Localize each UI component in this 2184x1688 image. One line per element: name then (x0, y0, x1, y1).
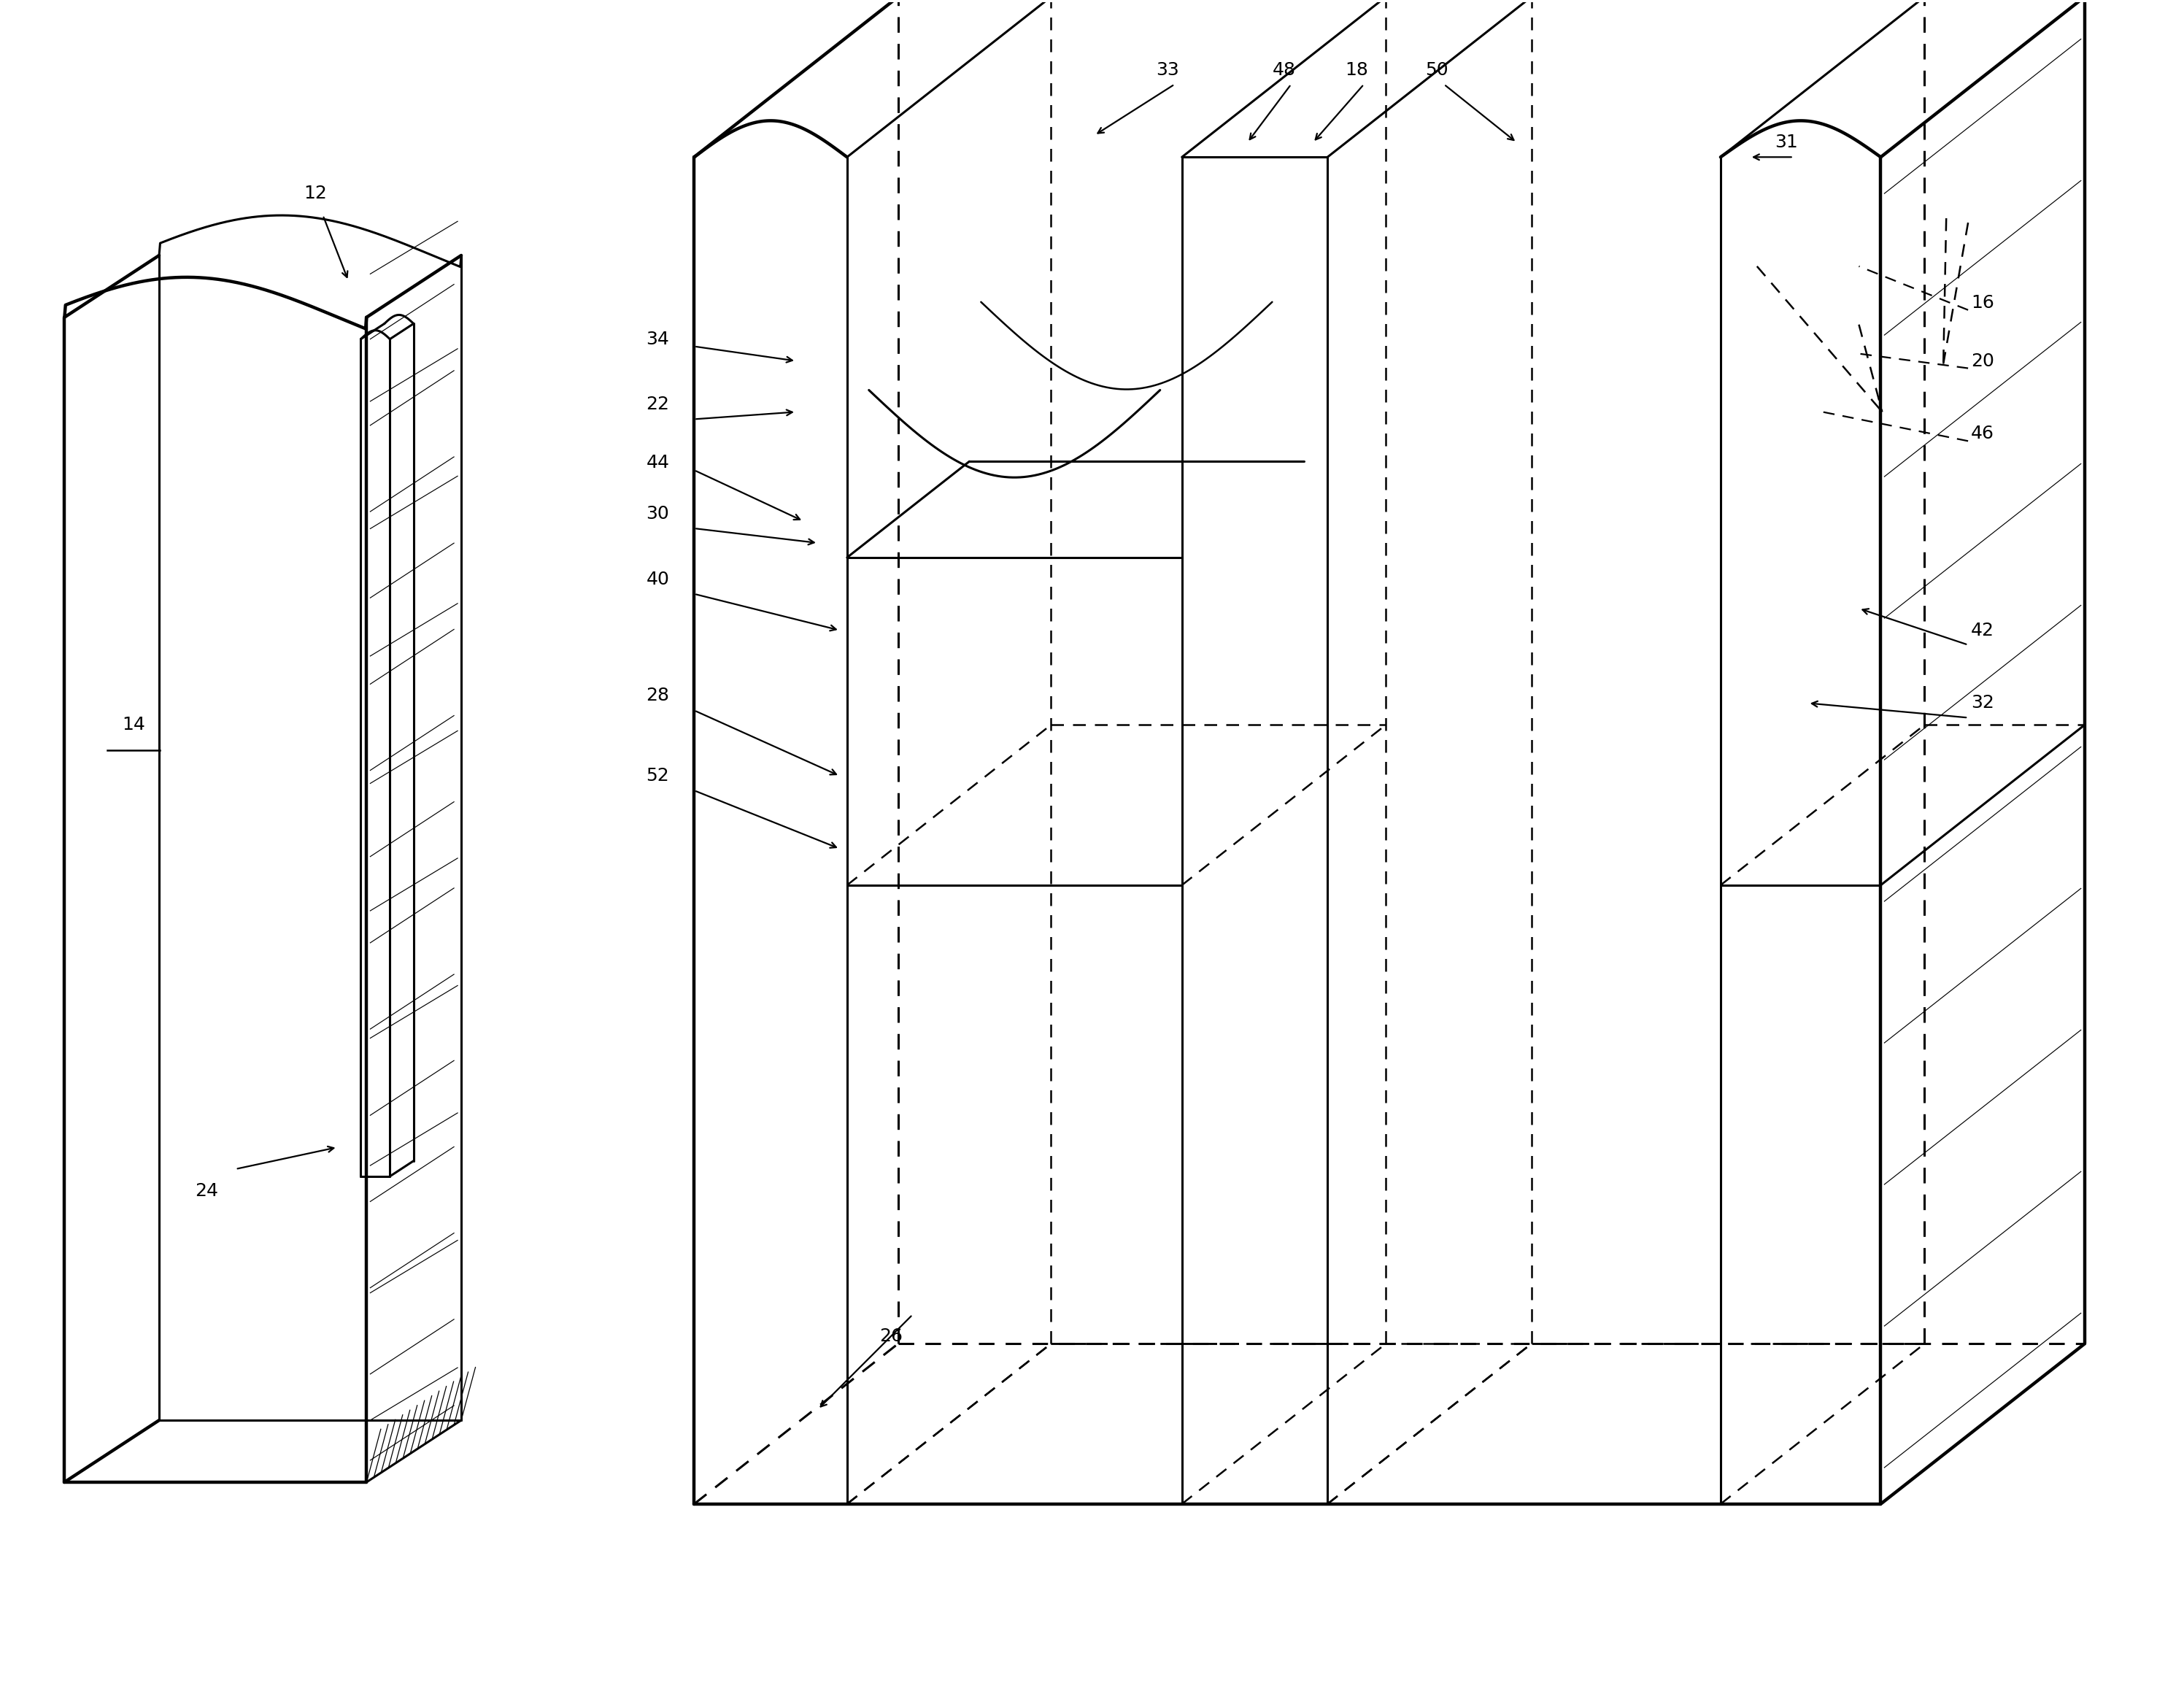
Text: 31: 31 (1776, 133, 1797, 152)
Text: 12: 12 (304, 184, 328, 203)
Text: 32: 32 (1970, 694, 1994, 712)
Text: 24: 24 (194, 1182, 218, 1200)
Text: 22: 22 (646, 397, 670, 414)
Text: 18: 18 (1345, 61, 1367, 78)
Text: 16: 16 (1970, 294, 1994, 312)
Text: 14: 14 (122, 716, 146, 734)
Text: 52: 52 (646, 766, 668, 785)
Text: 28: 28 (646, 687, 670, 704)
Text: 46: 46 (1970, 425, 1994, 442)
Text: 44: 44 (646, 454, 670, 471)
Text: 26: 26 (878, 1328, 902, 1345)
Text: 33: 33 (1155, 61, 1179, 78)
Text: 50: 50 (1426, 61, 1448, 78)
Text: 40: 40 (646, 571, 670, 587)
Text: 42: 42 (1970, 621, 1994, 640)
Text: 30: 30 (646, 505, 668, 523)
Text: 34: 34 (646, 331, 670, 348)
Text: 20: 20 (1970, 353, 1994, 370)
Text: 48: 48 (1271, 61, 1295, 78)
